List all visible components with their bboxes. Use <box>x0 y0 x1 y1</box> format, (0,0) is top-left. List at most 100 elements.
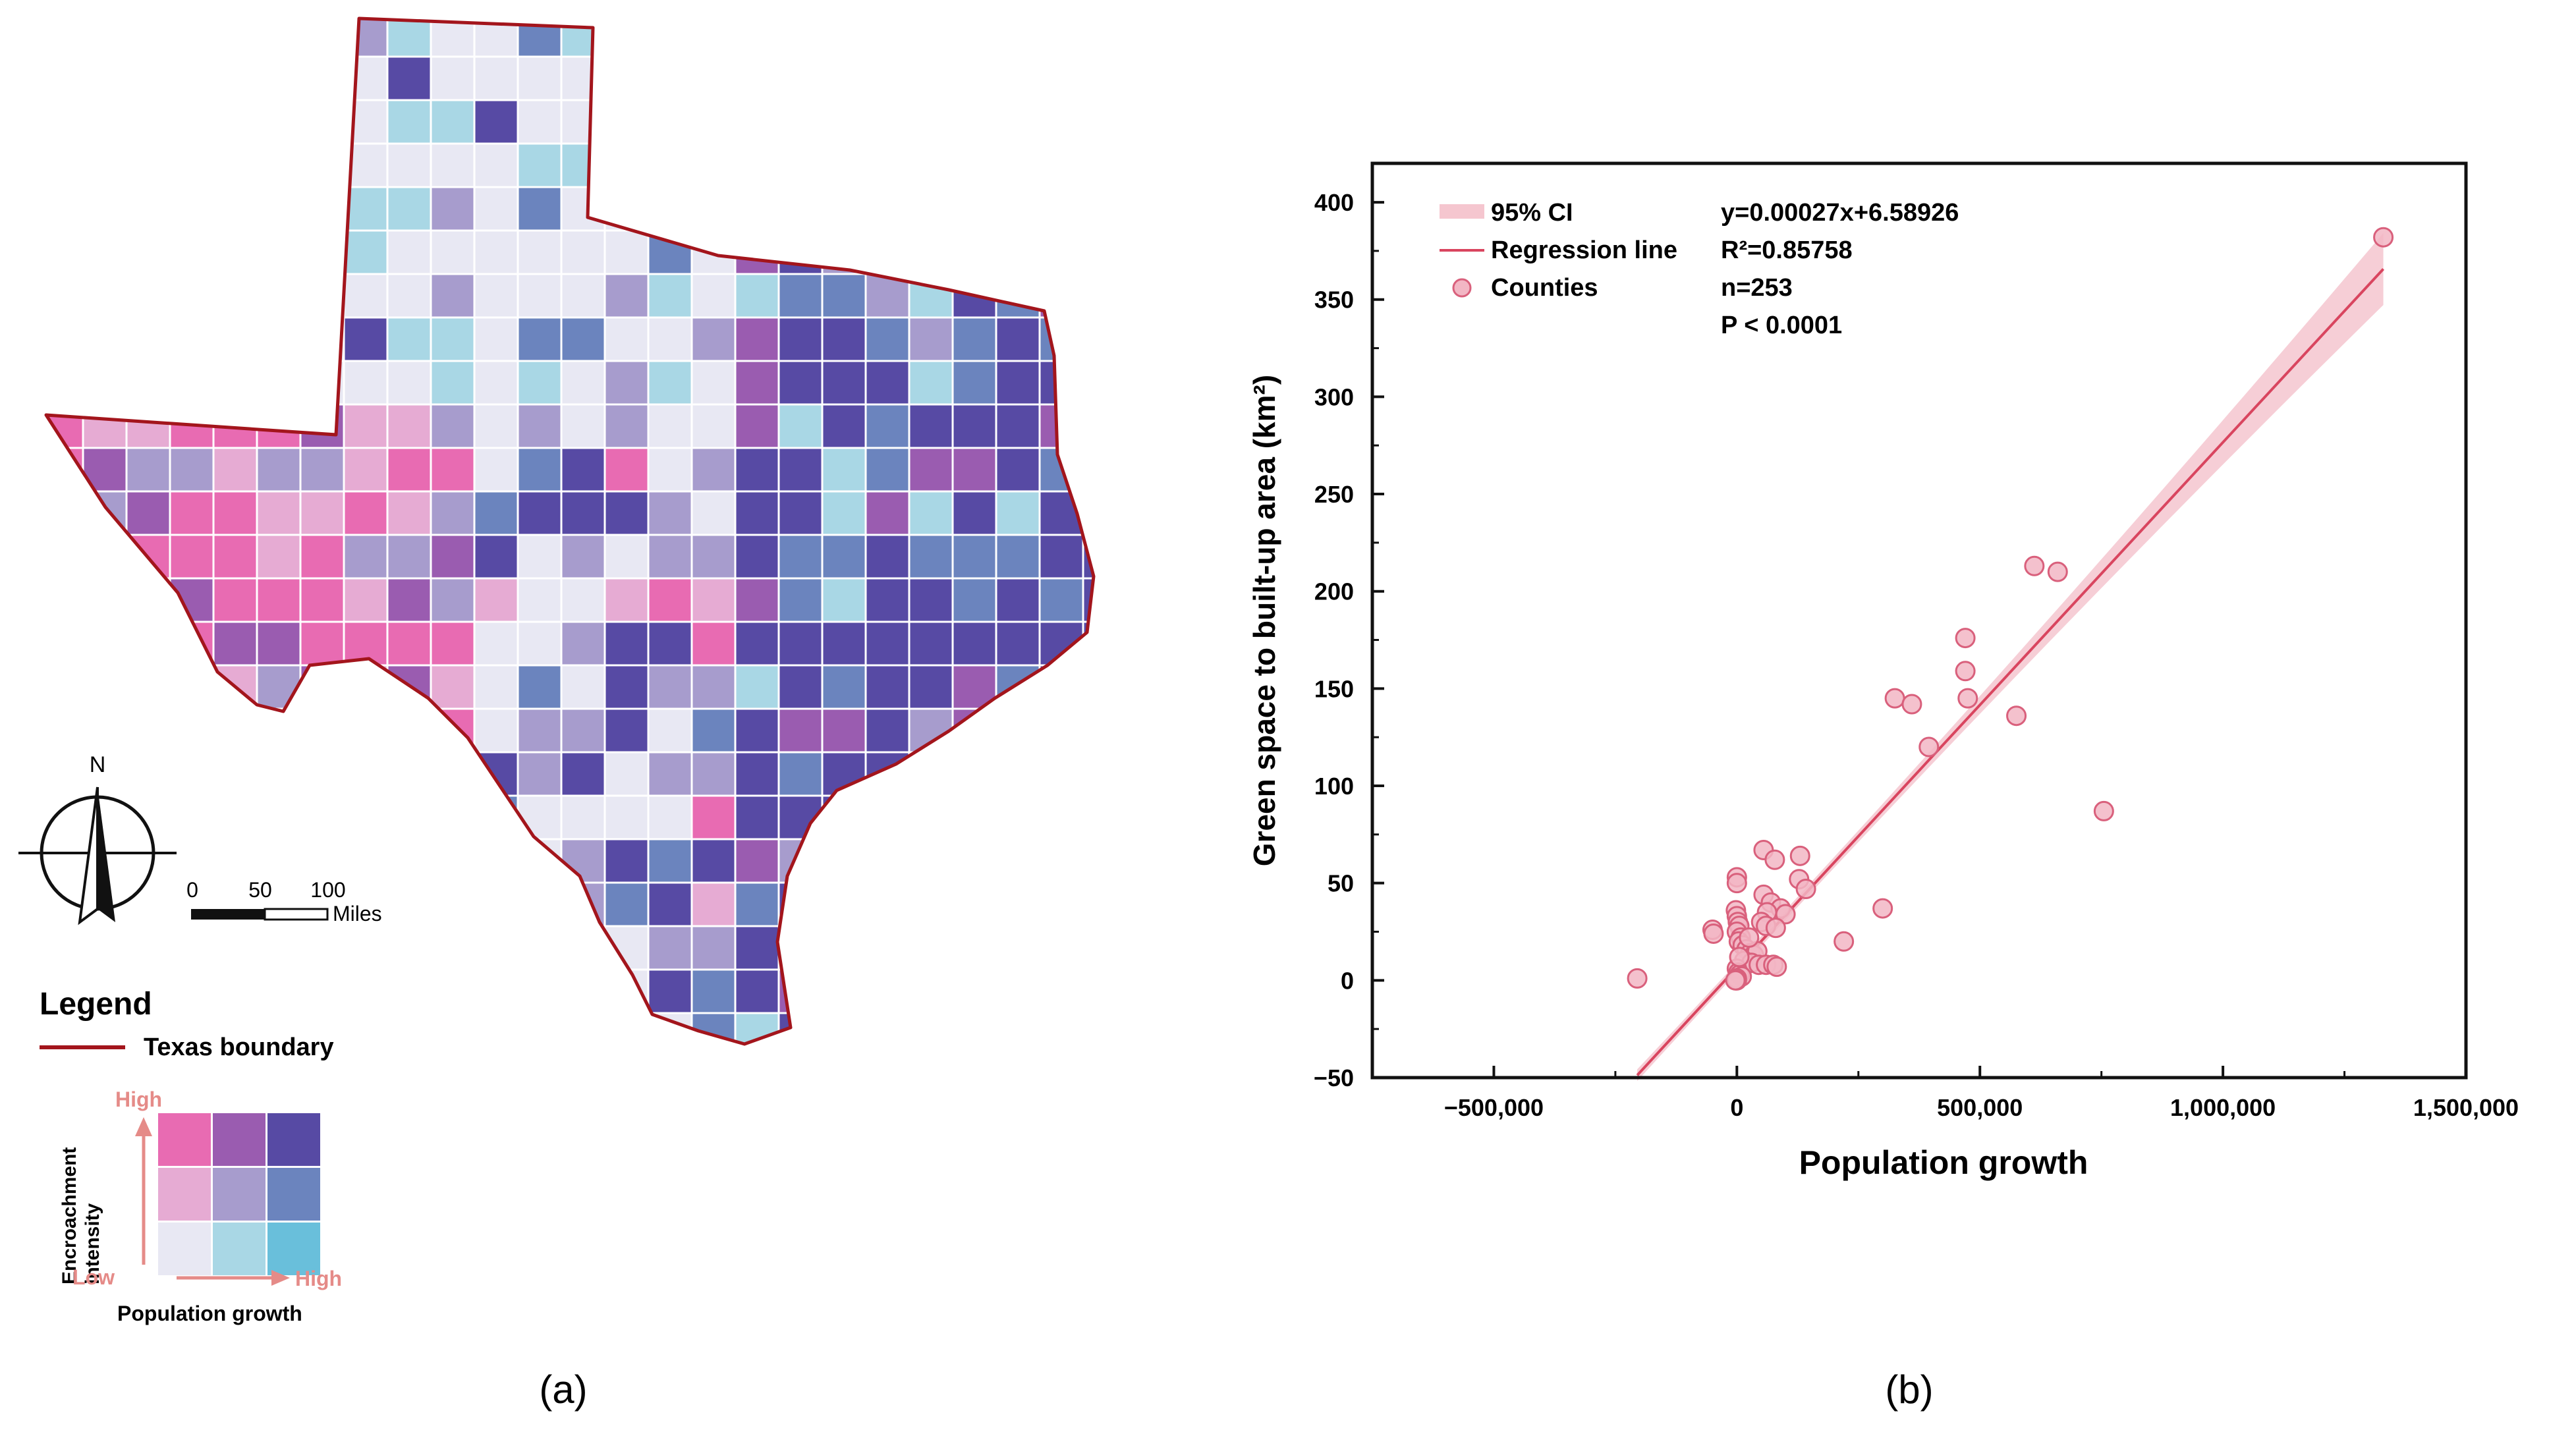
county-cell <box>647 838 693 884</box>
county-cell <box>864 794 910 840</box>
county-cell <box>1038 273 1084 319</box>
county-cell <box>386 273 432 319</box>
county-cell <box>777 534 824 580</box>
county-cell <box>1082 881 1094 927</box>
county-cell <box>603 99 650 145</box>
county-cell <box>995 620 1041 667</box>
county-cell <box>560 142 606 188</box>
county-cell <box>1082 751 1094 797</box>
county-cell <box>908 55 954 101</box>
county-cell <box>647 273 693 319</box>
county-cell <box>386 447 432 493</box>
county-cell <box>343 273 389 319</box>
county-cell <box>169 316 215 362</box>
county-cell <box>169 99 215 145</box>
county-cell <box>647 794 693 840</box>
county-cell <box>1038 1012 1084 1044</box>
county-cell <box>299 490 345 536</box>
county-cell <box>647 881 693 927</box>
county-cell <box>46 490 84 536</box>
county-cell <box>473 620 519 667</box>
county-cell <box>777 751 824 797</box>
county-cell <box>386 794 432 840</box>
county-cell <box>343 447 389 493</box>
county-cell <box>299 18 345 58</box>
county-cell <box>256 751 302 797</box>
county-cell <box>734 794 780 840</box>
county-cell <box>864 1012 910 1044</box>
county-cell <box>256 55 302 101</box>
county-cell <box>386 577 432 623</box>
legend-title: Legend <box>40 987 152 1022</box>
county-cell <box>125 186 171 232</box>
county-cell <box>430 1012 476 1044</box>
county-cell <box>734 273 780 319</box>
county-cell <box>734 577 780 623</box>
y-tick-label: 350 <box>1314 287 1354 314</box>
county-cell <box>125 925 171 971</box>
county-cell <box>951 1012 997 1044</box>
county-cell <box>734 707 780 754</box>
county-cell <box>386 1012 432 1044</box>
county-cell <box>995 229 1041 275</box>
county-cell <box>430 229 476 275</box>
county-cell <box>517 316 563 362</box>
county-cell <box>256 577 302 623</box>
regression-line-layer <box>1636 268 2385 1076</box>
county-cell <box>1082 1012 1094 1044</box>
county-cell <box>821 273 867 319</box>
county-cell <box>125 403 171 449</box>
county-cell <box>125 316 171 362</box>
county-cell <box>212 490 258 536</box>
county-cell <box>734 18 780 58</box>
county-cell <box>299 142 345 188</box>
county-cell <box>343 751 389 797</box>
county-cell <box>256 664 302 710</box>
county-cell <box>690 881 737 927</box>
regression-stats: y=0.00027x+6.58926 R²=0.85758 n=253 P < … <box>1721 199 1959 339</box>
county-cell <box>951 55 997 101</box>
bivariate-cell <box>158 1223 211 1275</box>
scale-bar-light <box>264 908 329 921</box>
county-cell <box>386 620 432 667</box>
county-cell <box>1082 316 1094 362</box>
county-cell <box>125 447 171 493</box>
county-cell <box>473 577 519 623</box>
county-cell <box>256 447 302 493</box>
caption-a: (a) <box>539 1367 587 1412</box>
county-cell <box>647 664 693 710</box>
county-cell <box>430 577 476 623</box>
county-cell <box>951 881 997 927</box>
county-cell <box>256 534 302 580</box>
county-cell <box>777 707 824 754</box>
county-cell <box>343 794 389 840</box>
county-cell <box>212 142 258 188</box>
county-cell <box>517 273 563 319</box>
county-cell <box>995 360 1041 406</box>
county-cell <box>386 925 432 971</box>
county-cell <box>908 838 954 884</box>
county-cell <box>560 447 606 493</box>
x-tick-label: −500,000 <box>1444 1094 1544 1121</box>
county-cell <box>299 229 345 275</box>
data-point <box>2047 561 2068 582</box>
county-cell <box>1082 490 1094 536</box>
county-cell <box>473 229 519 275</box>
data-point <box>2024 555 2045 576</box>
county-cell <box>647 620 693 667</box>
county-cell <box>82 18 128 58</box>
county-cell <box>430 55 476 101</box>
county-cell <box>603 751 650 797</box>
county-cell <box>212 360 258 406</box>
plot-frame <box>1370 161 2468 1080</box>
county-cell <box>256 925 302 971</box>
county-cell <box>908 707 954 754</box>
county-cell <box>995 968 1041 1014</box>
county-cell <box>1038 534 1084 580</box>
county-cell <box>690 186 737 232</box>
county-cell <box>951 186 997 232</box>
county-cell <box>343 925 389 971</box>
county-cell <box>343 99 389 145</box>
county-cell <box>560 403 606 449</box>
y-tick-label: 50 <box>1328 870 1354 897</box>
